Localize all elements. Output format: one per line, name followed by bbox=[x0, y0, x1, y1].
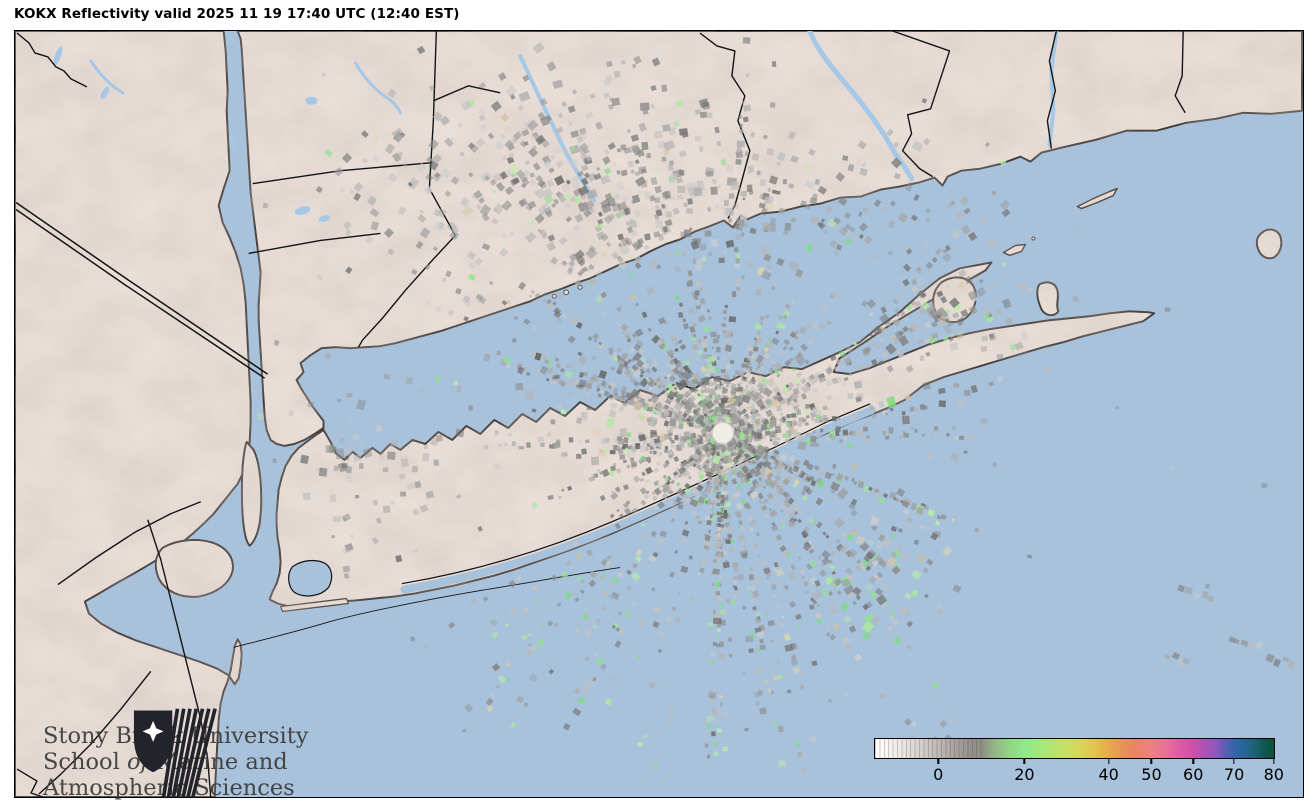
connecticut-river bbox=[807, 31, 915, 182]
lake-3 bbox=[305, 96, 318, 105]
lake-4 bbox=[100, 86, 110, 100]
mainland-ct-ny bbox=[236, 31, 1303, 447]
ny-nj-border-b bbox=[15, 208, 266, 379]
fishers-island bbox=[1076, 187, 1118, 210]
ct-ri-border bbox=[1174, 31, 1186, 114]
colorbar-tick-label: 80 bbox=[1263, 765, 1284, 784]
colorbar-gradient-strip bbox=[874, 738, 1275, 759]
norwalk-islet-3 bbox=[551, 293, 557, 299]
colorbar-tick-label: 40 bbox=[1098, 765, 1119, 784]
colorbar-tick-label: 50 bbox=[1141, 765, 1162, 784]
colorbar-tick-label: 20 bbox=[1014, 765, 1035, 784]
upstate-stream-1 bbox=[89, 59, 125, 95]
colorbar-tick-label: 70 bbox=[1223, 765, 1245, 784]
lake-2 bbox=[229, 134, 236, 151]
nj-county-line-3 bbox=[38, 670, 152, 795]
gardiners-island bbox=[1036, 281, 1060, 317]
colorbar-tick bbox=[937, 759, 939, 764]
ny-nj-border-a bbox=[15, 201, 269, 375]
map-canvas bbox=[15, 31, 1303, 797]
colorbar-tick bbox=[1273, 759, 1275, 764]
ct-county-line-2 bbox=[699, 32, 751, 219]
thames-river bbox=[1047, 31, 1059, 148]
colorbar-tick bbox=[1107, 759, 1110, 764]
reservoir-2 bbox=[318, 215, 331, 222]
ct-county-line-1 bbox=[892, 31, 951, 178]
colorbar-tick bbox=[1023, 759, 1026, 764]
reflectivity-colorbar: 0 20 40 50 60 70 80 bbox=[874, 738, 1284, 784]
rockaway-spit bbox=[279, 597, 350, 613]
nj-county-line-2 bbox=[147, 519, 212, 797]
ct-county-line-w bbox=[433, 85, 501, 102]
gull-island bbox=[1031, 236, 1036, 241]
colorbar-tick bbox=[1192, 759, 1194, 764]
colorbar-discrete-stripes bbox=[875, 739, 983, 758]
branding-block: Stony Brook University School of Marine … bbox=[43, 707, 308, 801]
colorbar-tick bbox=[1233, 759, 1235, 764]
stony-brook-shield-icon bbox=[133, 708, 217, 798]
colorbar-tick-label: 0 bbox=[933, 765, 944, 784]
colorbar-tick-label: 60 bbox=[1183, 765, 1204, 784]
block-island bbox=[1255, 228, 1283, 260]
manhattan-island bbox=[240, 440, 263, 547]
nj-county-line-4 bbox=[16, 768, 44, 797]
mainland-nj bbox=[15, 31, 252, 797]
plum-island bbox=[1002, 243, 1027, 257]
orange-county-jog bbox=[16, 32, 88, 88]
reservoir-1 bbox=[294, 206, 311, 215]
upstate-stream-2 bbox=[353, 61, 402, 115]
norwalk-islet-2 bbox=[577, 284, 583, 290]
colorbar-tick bbox=[1150, 759, 1153, 764]
westchester-line bbox=[248, 232, 381, 255]
political-boundaries bbox=[15, 31, 1186, 797]
south-bay-inner-shore bbox=[401, 403, 871, 585]
lake-1 bbox=[53, 46, 63, 66]
jamaica-bay bbox=[288, 559, 333, 597]
radar-site-marker bbox=[711, 421, 734, 444]
nj-county-line-1 bbox=[57, 501, 201, 586]
radar-map: Stony Brook University School of Marine … bbox=[14, 30, 1304, 801]
norwalk-islet-1 bbox=[563, 289, 569, 296]
staten-island bbox=[154, 538, 234, 598]
radar-echo-field bbox=[256, 37, 1296, 773]
ct-county-line-3 bbox=[1046, 31, 1058, 149]
page-title: KOKX Reflectivity valid 2025 11 19 17:40… bbox=[14, 6, 460, 22]
